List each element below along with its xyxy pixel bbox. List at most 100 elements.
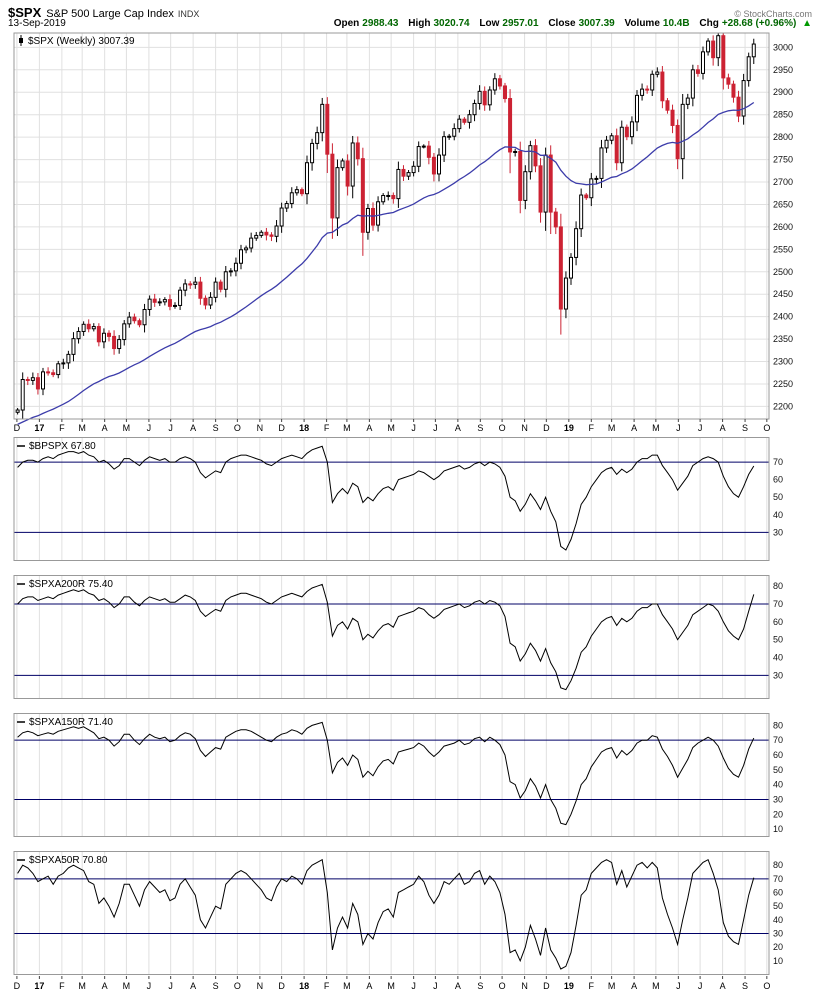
svg-text:F: F (324, 423, 330, 433)
spxa200r-line (17, 583, 755, 691)
svg-text:J: J (698, 423, 703, 433)
svg-text:3000: 3000 (773, 42, 793, 52)
svg-text:S: S (477, 423, 483, 433)
svg-text:O: O (763, 423, 770, 433)
svg-text:A: A (102, 981, 108, 991)
svg-text:2500: 2500 (773, 267, 793, 277)
svg-text:18: 18 (299, 423, 309, 433)
spxa50r-indicator-panel: 10 20 30 40 50 60 70 80 $SPXA50R 70.80 (0, 851, 820, 975)
svg-text:2400: 2400 (773, 312, 793, 322)
svg-text:J: J (676, 423, 681, 433)
svg-text:19: 19 (564, 423, 574, 433)
month-axis-labels: D 17 F M A M J J A S O N D 18 F M A M J J A S O N D 19 F M A M J J A S O (14, 419, 770, 433)
svg-text:20: 20 (773, 942, 783, 952)
svg-text:J: J (411, 981, 416, 991)
plot-border (13, 851, 770, 975)
value-axis-labels: 10 20 30 40 50 60 70 80 (773, 720, 783, 834)
svg-text:2550: 2550 (773, 244, 793, 254)
bottom-month-axis: D 17 F M A M J J A S O N D 18 F M A M J J A S O N D 19 F M A M J J A S O (0, 976, 820, 996)
svg-text:J: J (433, 423, 438, 433)
svg-text:F: F (324, 981, 330, 991)
svg-text:2600: 2600 (773, 222, 793, 232)
gridlines (16, 437, 768, 561)
svg-text:18: 18 (299, 981, 309, 991)
bpspx-line (17, 445, 755, 551)
svg-text:70: 70 (773, 457, 783, 467)
svg-text:J: J (698, 981, 703, 991)
panel-legend: $SPXA200R 75.40 (17, 579, 113, 590)
svg-text:S: S (213, 981, 219, 991)
svg-text:J: J (168, 981, 173, 991)
svg-text:10: 10 (773, 824, 783, 834)
plot-border (13, 575, 770, 699)
spxa50r-line (17, 858, 755, 970)
svg-text:80: 80 (773, 720, 783, 730)
svg-text:50: 50 (773, 765, 783, 775)
svg-text:M: M (387, 423, 395, 433)
svg-text:A: A (190, 423, 196, 433)
svg-text:N: N (257, 423, 264, 433)
svg-text:70: 70 (773, 599, 783, 609)
svg-text:D: D (278, 423, 285, 433)
svg-text:N: N (257, 981, 264, 991)
svg-text:D: D (14, 981, 21, 991)
svg-text:O: O (499, 981, 506, 991)
svg-text:2450: 2450 (773, 289, 793, 299)
svg-text:D: D (14, 423, 21, 433)
svg-text:19: 19 (564, 981, 574, 991)
svg-text:40: 40 (773, 915, 783, 925)
svg-text:50: 50 (773, 901, 783, 911)
open-label: Open (333, 18, 360, 29)
svg-text:60: 60 (773, 888, 783, 898)
close-label: Close (548, 18, 576, 29)
volume-value: 10.4B (662, 18, 690, 29)
svg-text:20: 20 (773, 809, 783, 819)
panel-legend-label: $SPXA200R 75.40 (29, 579, 113, 590)
chart-date: 13-Sep-2019 (8, 18, 66, 29)
svg-text:A: A (455, 423, 461, 433)
spxa200r-indicator-panel: 30 40 50 60 70 80 $SPXA200R 75.40 (0, 575, 820, 699)
svg-text:40: 40 (773, 780, 783, 790)
svg-text:S: S (742, 981, 748, 991)
svg-text:M: M (343, 981, 351, 991)
chg-label: Chg (699, 18, 719, 29)
svg-text:80: 80 (773, 581, 783, 591)
svg-text:A: A (455, 981, 461, 991)
copyright-text: © StockCharts.com (734, 9, 812, 19)
svg-text:M: M (343, 423, 351, 433)
panel-legend: $BPSPX 67.80 (17, 441, 96, 452)
svg-text:2900: 2900 (773, 87, 793, 97)
chart-title: $SPX S&P 500 Large Cap Index INDX (8, 4, 199, 22)
svg-text:50: 50 (773, 635, 783, 645)
svg-text:F: F (59, 423, 65, 433)
svg-text:10: 10 (773, 956, 783, 966)
panel-legend-label: $SPXA150R 71.40 (29, 717, 113, 728)
value-axis-labels: 30 40 50 60 70 (773, 457, 783, 537)
quote-line: Open 2988.43 High 3020.74 Low 2957.01 Close… (327, 18, 812, 29)
svg-text:2350: 2350 (773, 334, 793, 344)
spxa150r-indicator-panel: 10 20 30 40 50 60 70 80 $SPXA150R 71.40 (0, 713, 820, 837)
svg-text:O: O (763, 981, 770, 991)
svg-text:D: D (543, 423, 550, 433)
close-value: 3007.39 (578, 18, 615, 29)
plot-border (13, 713, 770, 837)
svg-text:2700: 2700 (773, 177, 793, 187)
svg-text:J: J (168, 423, 173, 433)
open-value: 2988.43 (362, 18, 399, 29)
panel-legend-label: $SPXA50R 70.80 (29, 855, 108, 866)
svg-text:F: F (589, 423, 595, 433)
spx-weekly-candlestick-chart: 2200 2250 2300 2350 2400 2450 2500 2550 2600 2650… (0, 30, 820, 434)
candlesticks (15, 33, 756, 419)
svg-text:50: 50 (773, 492, 783, 502)
plot-border (13, 437, 770, 561)
svg-text:D: D (543, 981, 550, 991)
chg-value: +28.68 (+0.96%) (721, 18, 797, 29)
svg-text:M: M (652, 423, 660, 433)
svg-text:J: J (676, 981, 681, 991)
svg-text:2750: 2750 (773, 155, 793, 165)
svg-text:30: 30 (773, 527, 783, 537)
svg-text:2650: 2650 (773, 199, 793, 209)
svg-text:J: J (433, 981, 438, 991)
svg-text:40: 40 (773, 510, 783, 520)
